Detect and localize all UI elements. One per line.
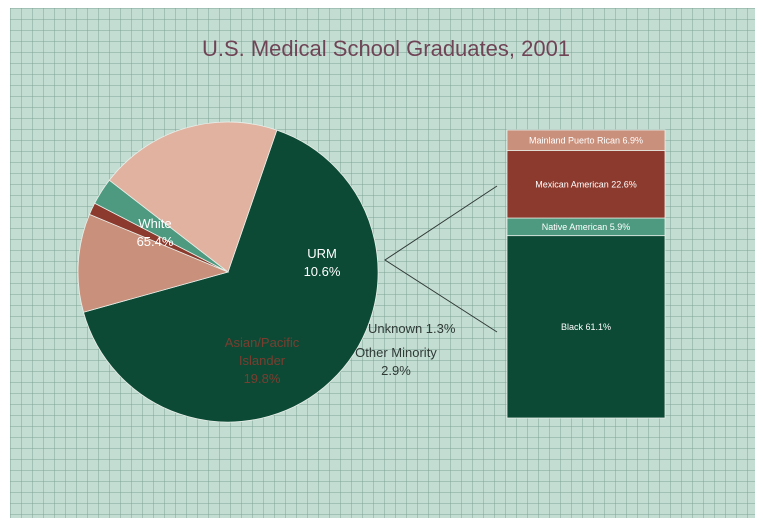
pie-label-other-minority: Other Minority 2.9% xyxy=(355,345,437,378)
connector-line xyxy=(384,185,498,333)
labels: White 65.4% URM 10.6% Unknown 1.3% Other Mino… xyxy=(137,216,456,386)
bar-segment-mainland-puerto-rican xyxy=(506,129,666,151)
pie-label-unknown: Unknown 1.3% xyxy=(368,321,456,336)
bar-label-black: Black 61.1% xyxy=(561,322,611,332)
stacked-bar: Black 61.1% Native American 5.9% Mexican A… xyxy=(506,129,666,419)
pie-slice-asian-pacific-islander xyxy=(108,121,278,273)
bar-segment-black xyxy=(506,235,666,419)
pie-label-urm: URM 10.6% xyxy=(304,246,341,279)
connector-lines xyxy=(384,185,498,333)
pie-slice-white xyxy=(83,129,379,423)
chart-title: U.S. Medical School Graduates, 2001 xyxy=(202,36,570,61)
pie-slice-urm xyxy=(77,213,230,313)
pie-label-white: White 65.4% xyxy=(137,216,174,249)
pie-label-asian-pacific-islander: Asian/Pacific Islander 19.8% xyxy=(225,335,300,386)
bar-segment-mexican-american xyxy=(506,150,666,219)
bar-label-mexican-american: Mexican American 22.6% xyxy=(535,179,637,189)
bar-label-native-american: Native American 5.9% xyxy=(542,222,631,232)
pie xyxy=(77,121,379,423)
bar-label-mainland-puerto-rican: Mainland Puerto Rican 6.9% xyxy=(529,135,643,145)
